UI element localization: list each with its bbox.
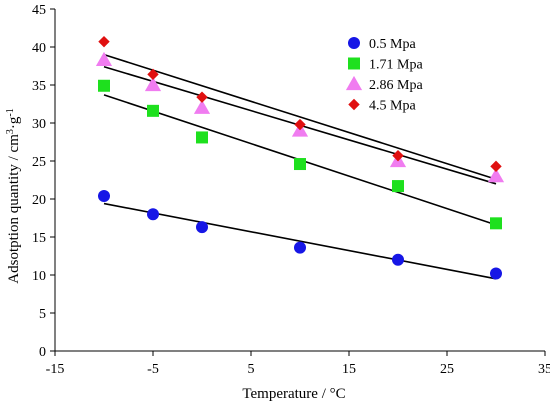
y-tick-label: 20 xyxy=(32,193,46,208)
y-axis-title-mid: ·g xyxy=(6,116,22,129)
data-point xyxy=(196,221,208,234)
y-tick-label: 10 xyxy=(32,269,46,284)
data-point xyxy=(294,118,306,131)
data-point xyxy=(193,99,211,114)
data-point xyxy=(487,168,505,183)
legend-label: 0.5 Mpa xyxy=(369,37,416,52)
y-tick-label: 5 xyxy=(39,307,46,322)
legend-label: 1.71 Mpa xyxy=(369,58,423,73)
y-axis-title-base: Adsotption quantity / cm xyxy=(6,134,22,284)
data-point xyxy=(490,160,502,173)
trendline xyxy=(103,202,497,280)
y-axis-title: Adsotption quantity / cm3·g-1 xyxy=(5,108,23,283)
data-point xyxy=(98,35,110,48)
data-point xyxy=(490,217,502,230)
legend-marker xyxy=(348,37,360,49)
x-tick-label: 5 xyxy=(248,362,255,377)
legend-marker xyxy=(345,75,363,91)
data-point xyxy=(144,76,162,92)
data-point xyxy=(147,68,159,81)
x-tick-label: -5 xyxy=(147,362,159,377)
legend-label: 2.86 Mpa xyxy=(369,78,423,93)
legend-marker xyxy=(348,98,360,111)
x-tick-label: -15 xyxy=(46,362,65,377)
legend-label: 4.5 Mpa xyxy=(369,99,416,114)
data-point xyxy=(392,253,404,266)
y-axis-title-sup2: -1 xyxy=(5,108,16,116)
data-point xyxy=(196,131,208,144)
x-axis-title: Temperature / °C xyxy=(242,386,345,402)
data-point xyxy=(95,51,113,66)
data-point xyxy=(147,104,159,117)
data-points xyxy=(95,35,505,280)
axes: 0 5 10 15 20 25 30 35 40 45 -15 -5 5 15 25 35 xyxy=(32,3,550,377)
y-tick-label: 45 xyxy=(32,3,46,18)
x-tick-label: 15 xyxy=(342,362,356,377)
data-point xyxy=(294,158,306,171)
y-tick-label: 25 xyxy=(32,155,46,170)
data-point xyxy=(294,241,306,254)
x-tick-label: 25 xyxy=(440,362,454,377)
trendline xyxy=(103,53,497,181)
data-point xyxy=(196,91,208,103)
y-tick-label: 35 xyxy=(32,79,46,94)
data-point xyxy=(490,267,502,280)
data-point xyxy=(392,180,404,193)
y-axis-title-sup1: 3 xyxy=(5,129,16,134)
data-point xyxy=(392,149,404,162)
y-tick-label: 30 xyxy=(32,117,46,132)
data-point xyxy=(98,79,110,92)
x-tick-label: 35 xyxy=(538,362,550,377)
legend: 0.5 Mpa 1.71 Mpa 2.86 Mpa 4.5 Mpa xyxy=(345,37,423,114)
legend-marker xyxy=(348,57,360,70)
data-point xyxy=(147,208,159,221)
y-tick-label: 40 xyxy=(32,41,46,56)
y-tick-label: 15 xyxy=(32,231,46,246)
y-tick-label: 0 xyxy=(39,345,46,360)
data-point xyxy=(98,189,110,202)
